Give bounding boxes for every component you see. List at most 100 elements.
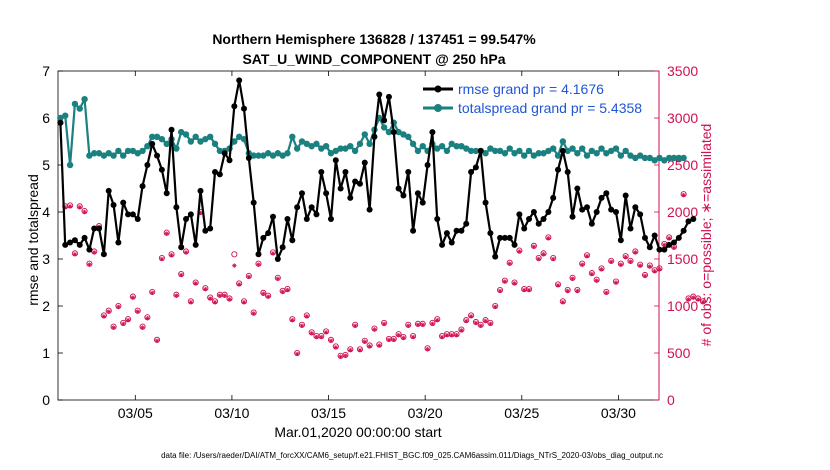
rmse-point	[332, 157, 339, 164]
rmse-point	[303, 216, 310, 223]
totalspread-point	[303, 140, 311, 148]
asterisk-stroke	[261, 291, 266, 296]
asterisk-stroke	[623, 255, 628, 260]
obs-assimilated-point	[150, 290, 155, 296]
totalspread-point	[448, 140, 455, 148]
rmse-point	[221, 150, 228, 157]
rmse-point	[197, 187, 204, 194]
obs-assimilated-point	[77, 205, 82, 210]
asterisk-stroke	[256, 262, 261, 267]
asterisk-stroke	[193, 281, 198, 286]
obs-assimilated-point	[637, 263, 643, 268]
obs-assimilated-point	[101, 314, 107, 319]
asterisk-stroke	[594, 278, 599, 283]
rmse-point	[593, 209, 600, 215]
asterisk-stroke	[527, 288, 531, 292]
asterisk-stroke	[208, 296, 213, 301]
rmse-point	[656, 246, 663, 253]
totalspread-point	[540, 150, 547, 157]
obs-assimilated-point	[502, 279, 508, 284]
rmse-point	[511, 241, 518, 248]
asterisk-stroke	[454, 333, 459, 338]
obs-assimilated-point	[662, 242, 667, 248]
totalspread-point	[308, 143, 315, 150]
rmse-point	[279, 244, 286, 251]
obs-assimilated-point	[169, 253, 174, 258]
rmse-point	[651, 232, 658, 239]
asterisk-stroke	[217, 293, 222, 298]
totalspread-point	[216, 147, 224, 155]
rmse-point	[294, 204, 301, 211]
asterisk-stroke	[585, 254, 589, 259]
rmse-point	[323, 190, 330, 197]
rmse-point	[342, 169, 349, 176]
obs-assimilated-point	[425, 347, 430, 352]
obs-assimilated-point	[140, 325, 145, 330]
rmse-point	[381, 117, 388, 124]
obs-assimilated-point	[536, 256, 541, 262]
obs-assimilated-point	[116, 304, 121, 310]
asterisk-stroke	[662, 243, 667, 247]
obs-assimilated-point	[444, 332, 450, 338]
totalspread-point	[569, 145, 576, 152]
y2-tick-label: 500	[667, 345, 691, 361]
asterisk-stroke	[237, 282, 242, 287]
asterisk-stroke	[140, 325, 145, 330]
rmse-point	[550, 194, 557, 201]
obs-assimilated-point	[594, 278, 599, 283]
totalspread-point	[187, 138, 195, 145]
rmse-point	[289, 237, 296, 244]
rmse-point	[559, 147, 566, 154]
asterisk-stroke	[203, 287, 208, 291]
obs-assimilated-point	[493, 304, 498, 310]
obs-assimilated-point	[386, 337, 392, 343]
obs-assimilated-point	[589, 271, 595, 277]
x-tick-label: 03/05	[118, 405, 153, 421]
rmse-point	[173, 204, 180, 211]
obs-assimilated-point	[145, 316, 150, 321]
obs-assimilated-point	[338, 354, 343, 359]
totalspread-point	[318, 145, 325, 152]
asterisk-stroke	[246, 274, 251, 279]
asterisk-stroke	[126, 318, 130, 322]
asterisk-stroke	[618, 262, 623, 267]
asterisk-stroke	[367, 344, 372, 349]
rmse-point	[439, 241, 446, 248]
totalspread-point	[593, 150, 600, 157]
y-tick-label: 6	[42, 110, 50, 126]
rmse-point	[371, 133, 378, 140]
totalspread-point	[293, 145, 301, 152]
totalspread-point	[501, 150, 509, 157]
totalspread-point	[583, 152, 591, 159]
rmse-point	[255, 251, 262, 258]
obs-assimilated-point	[193, 281, 198, 286]
obs-assimilated-point	[309, 331, 314, 336]
rmse-point	[318, 169, 325, 176]
totalspread-point	[163, 140, 170, 148]
asterisk-stroke	[647, 264, 652, 269]
obs-assimilated-point	[618, 262, 624, 267]
obs-assimilated-point	[628, 259, 633, 265]
asterisk-stroke	[628, 259, 633, 264]
obs-assimilated-point	[570, 276, 575, 281]
totalspread-point	[284, 150, 291, 157]
asterisk-stroke	[362, 339, 367, 344]
asterisk-stroke	[633, 250, 638, 255]
totalspread-point	[487, 145, 494, 152]
asterisk-stroke	[382, 321, 386, 326]
asterisk-stroke	[304, 314, 309, 319]
rmse-point	[680, 227, 687, 234]
obs-assimilated-point	[579, 262, 585, 267]
asterisk-stroke	[77, 205, 82, 210]
legend-box	[420, 78, 650, 122]
obs-assimilated-point	[401, 335, 406, 341]
totalspread-point	[356, 140, 364, 148]
rmse-point	[477, 147, 484, 154]
totalspread-point	[380, 124, 388, 131]
legend: rmse grand pr = 4.1676 totalspread grand…	[420, 78, 650, 122]
totalspread-point	[347, 143, 354, 150]
obs-assimilated-point	[294, 351, 300, 357]
rmse-point	[685, 218, 692, 225]
asterisk-stroke	[406, 323, 411, 328]
